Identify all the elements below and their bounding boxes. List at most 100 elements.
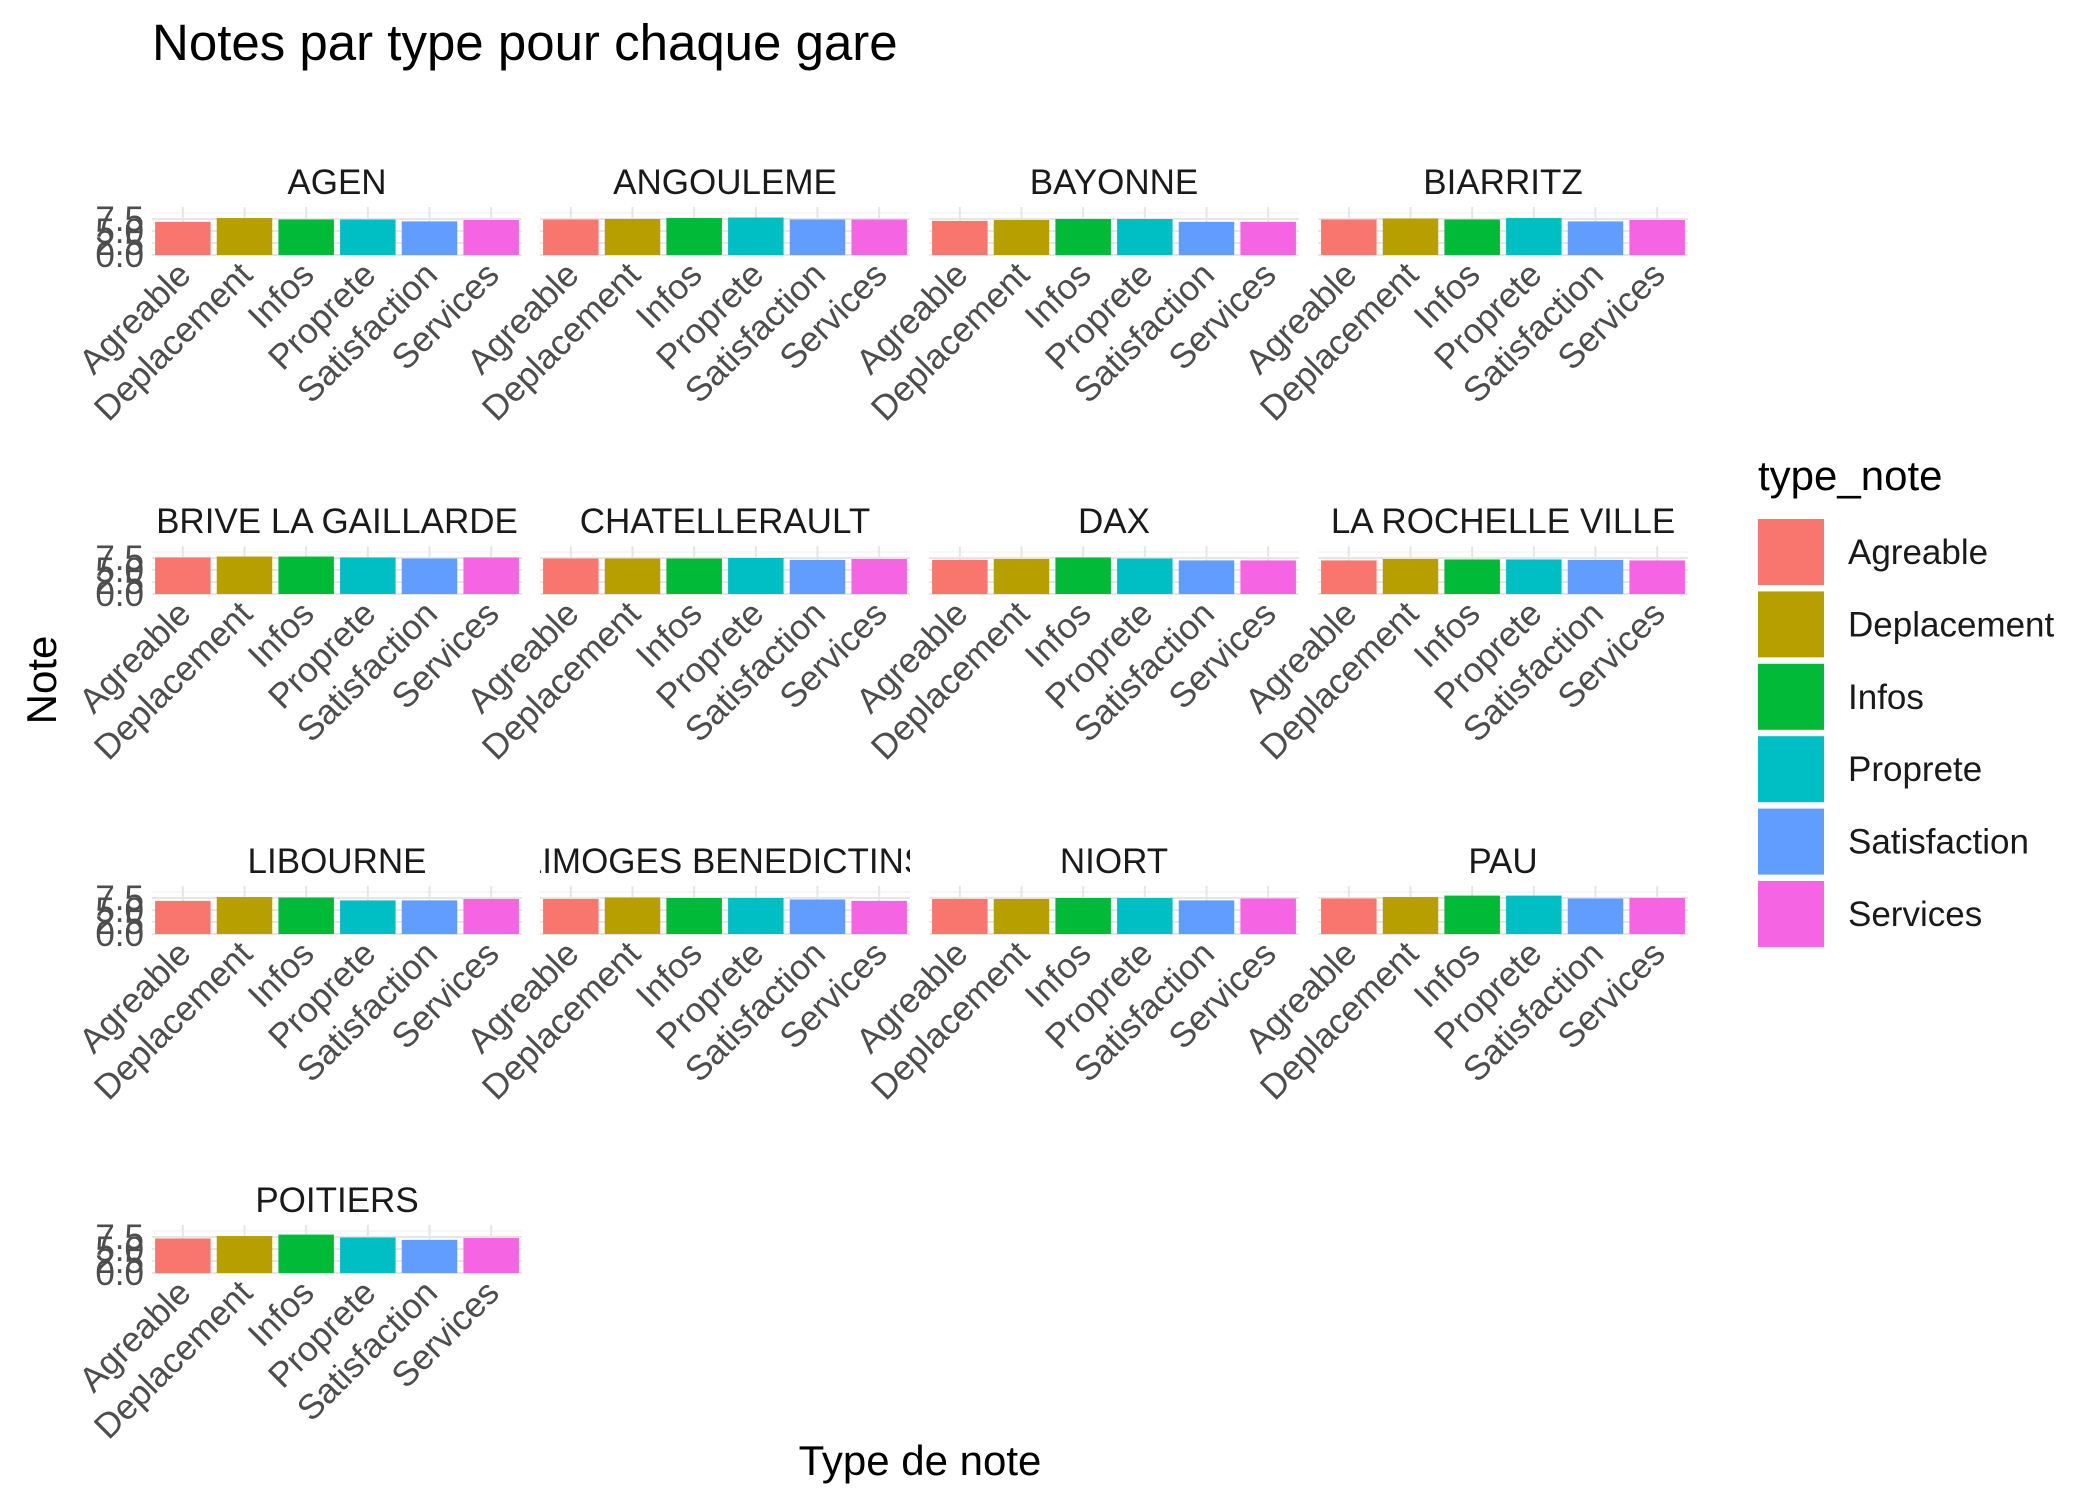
bar-deplacement: [1382, 218, 1439, 255]
facet-strip-label: AGEN: [287, 163, 386, 202]
bar-proprete: [1117, 898, 1173, 934]
bar-infos: [278, 219, 334, 255]
bar-agreable: [1321, 560, 1377, 594]
bar-deplacement: [216, 1236, 273, 1273]
chart-title: Notes par type pour chaque gare: [152, 14, 898, 71]
bar-services: [1629, 560, 1685, 594]
facet-panel: AGEN0.02.55.07.5AgreableDeplacementInfos…: [72, 163, 522, 428]
bar-proprete: [1117, 219, 1173, 255]
bar-agreable: [543, 558, 599, 594]
facet-panel: LA ROCHELLE VILLEAgreableDeplacementInfo…: [1238, 502, 1688, 767]
bar-proprete: [1506, 559, 1562, 594]
bar-agreable: [155, 221, 211, 255]
bar-services: [463, 219, 519, 255]
bar-proprete: [728, 898, 784, 934]
facet-strip-label: DAX: [1078, 502, 1150, 541]
bar-deplacement: [1382, 558, 1439, 594]
facet-strip-label: BRIVE LA GAILLARDE: [156, 502, 518, 541]
y-tick-label: 5.0: [95, 891, 144, 930]
bar-proprete: [728, 558, 784, 594]
y-tick-label: 0.0: [95, 1254, 144, 1293]
bar-deplacement: [1382, 897, 1439, 934]
bar-services: [1240, 898, 1296, 934]
facet-strip-label: BIARRITZ: [1423, 163, 1582, 202]
bar-deplacement: [993, 219, 1050, 255]
y-tick-label: 2.5: [95, 224, 144, 263]
bar-proprete: [1506, 218, 1562, 255]
bar-satisfaction: [1567, 559, 1624, 594]
facet-strip-label: LIBOURNE: [248, 842, 427, 881]
y-tick-label: 2.5: [95, 903, 144, 942]
facet-strip-label: LIMOGES BENEDICTINS: [523, 842, 928, 881]
bar-satisfaction: [1567, 221, 1624, 255]
bar-infos: [278, 556, 334, 594]
bar-proprete: [340, 900, 396, 934]
legend-key-proprete: [1758, 736, 1824, 803]
bar-agreable: [155, 1238, 211, 1273]
bar-services: [463, 1237, 519, 1273]
y-tick-label: 5.0: [95, 551, 144, 590]
bar-deplacement: [604, 897, 661, 934]
bar-agreable: [1321, 898, 1377, 934]
facet-panel: DAXAgreableDeplacementInfosPropreteSatis…: [849, 502, 1299, 767]
facet-strip-label: BAYONNE: [1030, 163, 1199, 202]
bar-services: [851, 558, 907, 594]
y-tick-label: 2.5: [95, 1242, 144, 1281]
y-tick-label: 0.0: [95, 236, 144, 275]
bar-services: [463, 898, 519, 934]
bar-infos: [666, 898, 722, 934]
facet-panel: BAYONNEAgreableDeplacementInfosPropreteS…: [849, 163, 1299, 428]
bar-deplacement: [216, 897, 273, 934]
facet-strip-label: NIORT: [1060, 842, 1168, 881]
bar-agreable: [543, 219, 599, 255]
bar-services: [851, 219, 907, 255]
y-tick-label: 7.5: [95, 200, 144, 239]
y-tick-label: 7.5: [95, 1218, 144, 1257]
bar-proprete: [1117, 558, 1173, 594]
bar-infos: [666, 218, 722, 255]
bar-satisfaction: [401, 221, 458, 255]
bar-infos: [666, 558, 722, 594]
bar-infos: [278, 897, 334, 934]
facet-panel: LIBOURNE0.02.55.07.5AgreableDeplacementI…: [72, 842, 522, 1107]
facet-panel: POITIERS0.02.55.07.5AgreableDeplacementI…: [72, 1181, 522, 1446]
bar-services: [851, 900, 907, 934]
bar-services: [1240, 221, 1296, 255]
bar-proprete: [340, 557, 396, 594]
legend: type_note Agreable Deplacement Infos Propre…: [1758, 452, 2054, 947]
y-tick-label: 0.0: [95, 575, 144, 614]
bar-infos: [1444, 895, 1500, 934]
bar-agreable: [543, 898, 599, 934]
bar-satisfaction: [401, 900, 458, 934]
bar-agreable: [932, 220, 988, 255]
facet-strip-label: ANGOULEME: [613, 163, 837, 202]
legend-key-deplacement: [1758, 591, 1824, 658]
legend-label: Agreable: [1848, 533, 1988, 572]
bar-deplacement: [993, 558, 1050, 594]
bar-infos: [1055, 219, 1111, 255]
y-tick-label: 5.0: [95, 212, 144, 251]
bar-proprete: [728, 217, 784, 255]
legend-key-services: [1758, 881, 1824, 947]
bar-satisfaction: [1178, 560, 1235, 594]
y-tick-label: 0.0: [95, 915, 144, 954]
bar-agreable: [155, 557, 211, 594]
x-axis-title: Type de note: [799, 1437, 1042, 1484]
y-tick-label: 5.0: [95, 1230, 144, 1269]
bar-services: [1629, 219, 1685, 255]
bar-infos: [1444, 559, 1500, 594]
bar-deplacement: [993, 898, 1050, 934]
legend-label: Proprete: [1848, 750, 1982, 789]
bar-services: [1240, 560, 1296, 594]
bar-services: [1629, 898, 1685, 934]
legend-label: Satisfaction: [1848, 823, 2029, 862]
bar-infos: [1055, 557, 1111, 594]
bar-deplacement: [216, 218, 273, 255]
bar-proprete: [340, 1237, 396, 1273]
y-tick-label: 2.5: [95, 563, 144, 602]
facet-panel: ANGOULEMEAgreableDeplacementInfosPropret…: [460, 163, 910, 428]
y-tick-label: 7.5: [95, 539, 144, 578]
bar-infos: [1444, 219, 1500, 255]
bar-deplacement: [216, 556, 273, 594]
